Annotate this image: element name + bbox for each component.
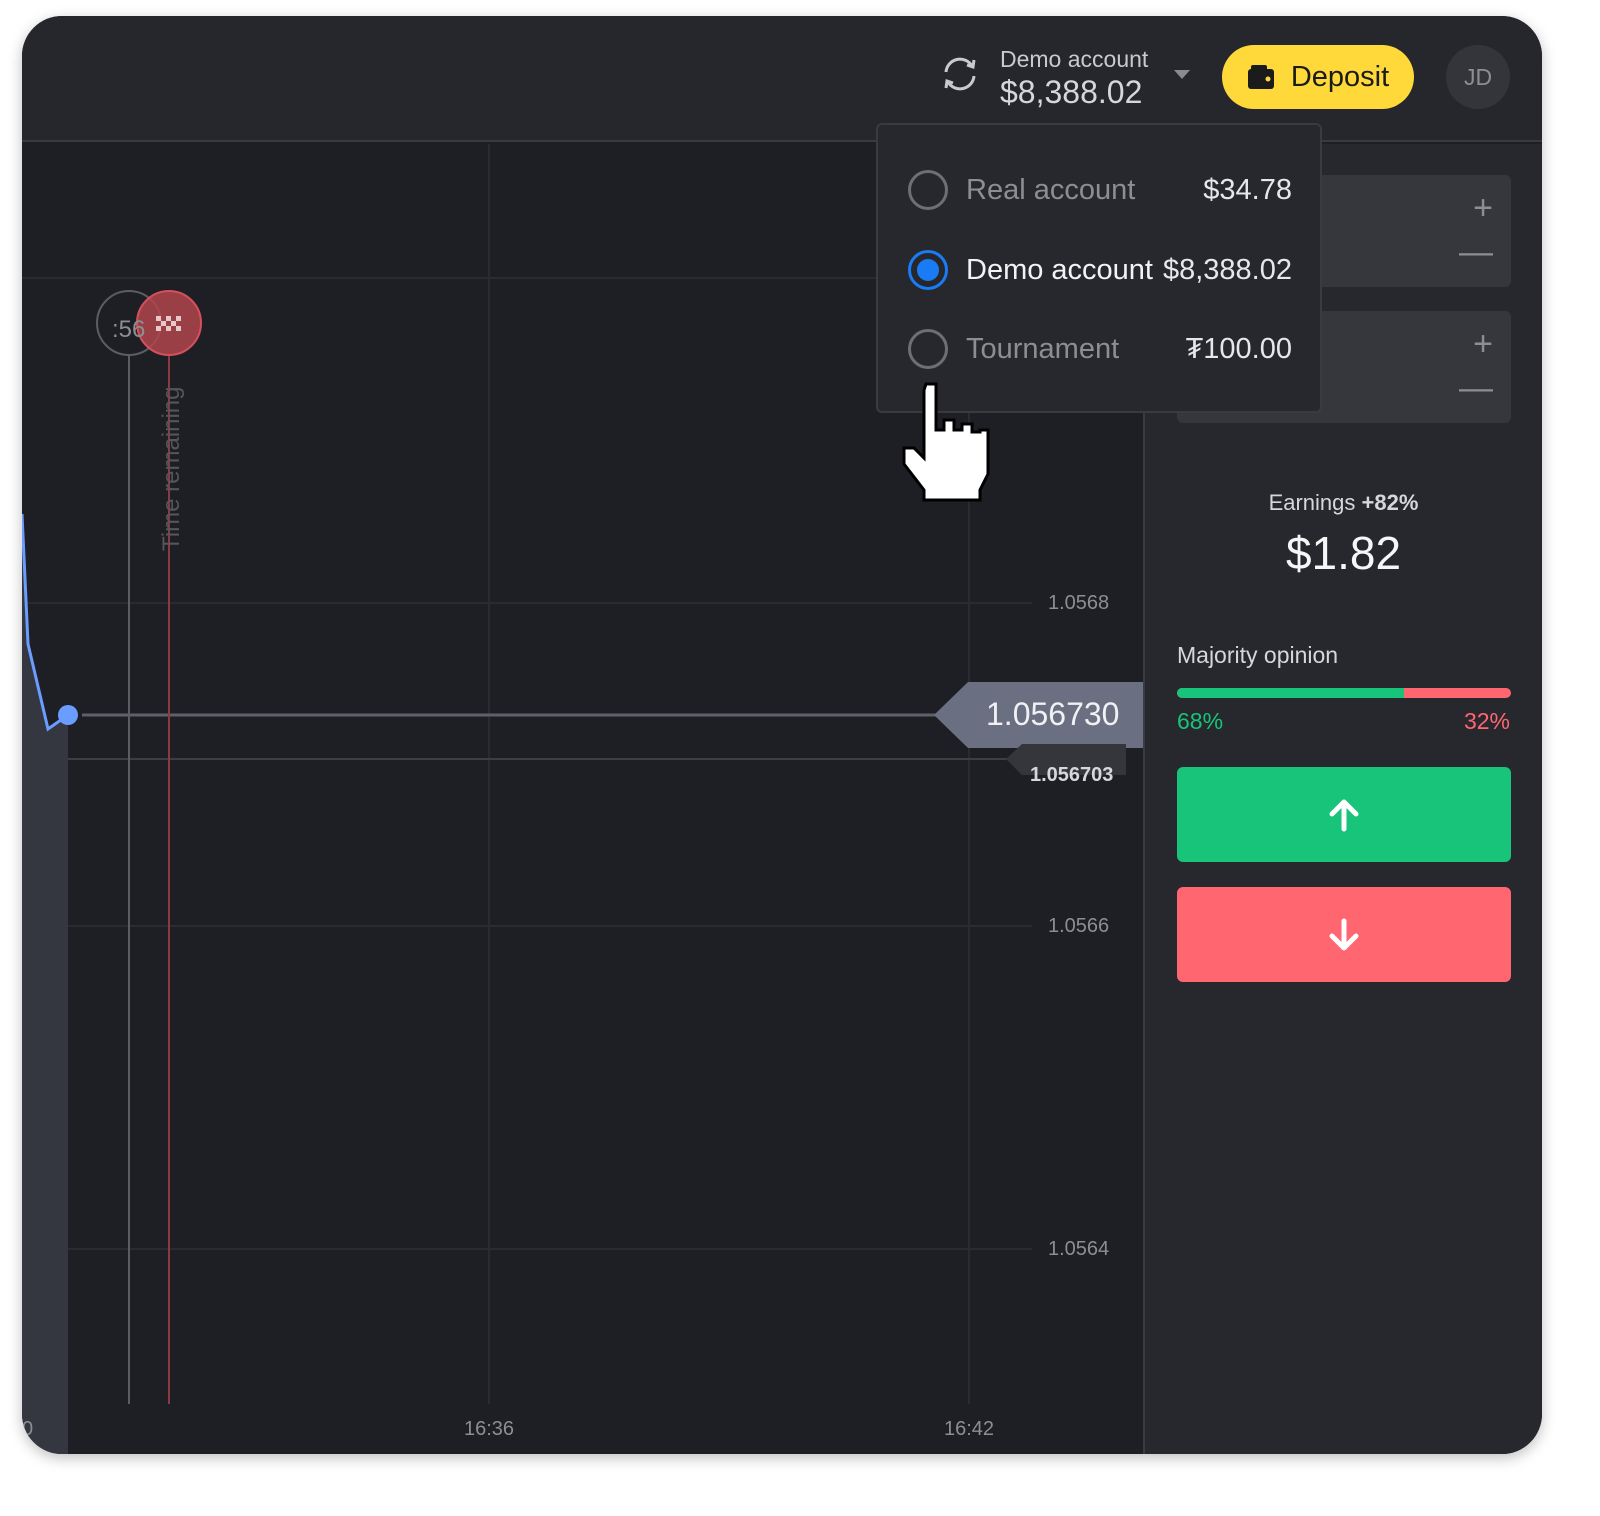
deposit-label: Deposit <box>1290 60 1390 93</box>
arrow-up-icon <box>1329 799 1359 831</box>
account-option-real[interactable]: Real account $34.78 <box>908 165 1292 215</box>
account-option-tournament[interactable]: Tournament ₮100.00 <box>908 324 1292 374</box>
deposit-button[interactable]: Deposit <box>1222 45 1414 109</box>
up-button[interactable] <box>1177 767 1511 862</box>
timer-text: :56 <box>112 316 146 343</box>
earnings-percent: +82% <box>1361 490 1419 515</box>
y-tick-label: 1.0566 <box>1048 915 1110 937</box>
price-chart[interactable] <box>22 144 1143 1454</box>
account-balance[interactable]: $8,388.02 <box>1000 74 1143 110</box>
earnings-label: Earnings +82% <box>1145 490 1542 516</box>
time-remaining-label: Time remaining <box>158 386 185 552</box>
plus-icon[interactable]: + <box>1473 189 1493 227</box>
majority-opinion-bar <box>1177 688 1511 698</box>
option-name: Real account <box>966 173 1136 206</box>
option-balance: ₮100.00 <box>1185 332 1292 365</box>
trading-app: :56 Time remaining 1.056730 1.056703 1.0… <box>22 16 1542 1454</box>
majority-opinion-label: Majority opinion <box>1177 642 1339 668</box>
option-name: Demo account <box>966 253 1153 286</box>
majority-up-fill <box>1177 688 1405 698</box>
account-switcher-menu: Real account $34.78 Demo account $8,388.… <box>876 123 1322 413</box>
switch-account-icon[interactable] <box>938 52 982 96</box>
radio-button[interactable] <box>908 329 948 369</box>
option-name: Tournament <box>966 332 1120 365</box>
chevron-down-icon[interactable] <box>1174 70 1190 79</box>
open-price-value: 1.056703 <box>1030 764 1114 786</box>
minus-icon[interactable]: — <box>1459 233 1493 271</box>
open-price-tag <box>1006 744 1126 775</box>
up-percent: 68% <box>1177 708 1224 734</box>
x-tick-label: 16:42 <box>944 1418 995 1440</box>
y-tick-label: 1.0564 <box>1048 1238 1110 1260</box>
earnings-text: Earnings <box>1268 490 1356 515</box>
x-tick-label: 0 <box>22 1418 34 1440</box>
checkered-flag-icon <box>156 316 181 331</box>
avatar[interactable]: JD <box>1446 45 1510 109</box>
price-line <box>22 513 69 732</box>
current-point <box>58 705 78 725</box>
plus-icon[interactable]: + <box>1473 325 1493 363</box>
price-area-fill <box>22 514 68 1454</box>
option-balance: $8,388.02 <box>1162 253 1292 286</box>
option-balance: $34.78 <box>1203 173 1292 206</box>
finish-flag-circle <box>136 290 202 356</box>
y-tick-label: 1.0568 <box>1048 592 1110 614</box>
account-type-label[interactable]: Demo account <box>1000 46 1149 72</box>
current-price-tag <box>934 682 1143 748</box>
radio-button[interactable] <box>908 170 948 210</box>
minus-icon[interactable]: — <box>1459 369 1493 407</box>
down-percent: 32% <box>1463 708 1510 734</box>
wallet-icon <box>1247 65 1274 89</box>
hand-cursor-icon <box>902 382 990 502</box>
account-option-demo[interactable]: Demo account $8,388.02 <box>908 245 1292 295</box>
x-tick-label: 16:36 <box>464 1418 515 1440</box>
down-button[interactable] <box>1177 887 1511 982</box>
earnings-value: $1.82 <box>1285 527 1402 579</box>
arrow-down-icon <box>1329 918 1359 950</box>
radio-button-selected[interactable] <box>908 250 948 290</box>
current-price-value: 1.056730 <box>986 696 1120 732</box>
